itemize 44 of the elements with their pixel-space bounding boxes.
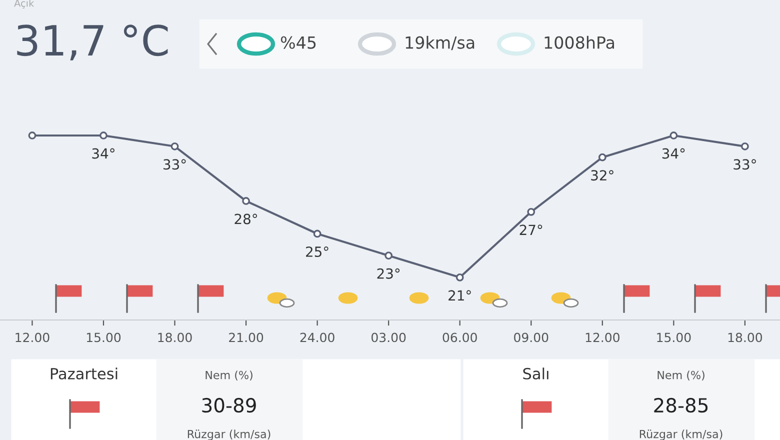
point <box>170 142 179 150</box>
text: 31,7 °C <box>17 24 168 60</box>
x-tick-label: 03.00 <box>372 332 406 342</box>
text: Salı <box>523 368 548 380</box>
point <box>384 252 393 260</box>
x-tick-label: 24.00 <box>300 332 334 342</box>
data-label: 25° <box>306 246 328 257</box>
point <box>100 132 108 140</box>
point <box>740 142 749 150</box>
x-tick-label: 15.00 <box>657 332 691 342</box>
x-tick-label: 09.00 <box>514 332 548 342</box>
text: 1008hPa <box>544 36 614 49</box>
text: Nem (%) <box>658 370 704 381</box>
text: Rüzgar (km/sa) <box>640 430 722 440</box>
point <box>313 230 322 238</box>
data-label: 34° <box>92 148 114 159</box>
x-tick-label: 18.00 <box>158 332 192 342</box>
text: Rüzgar (km/sa) <box>188 430 270 440</box>
text: Pazartesi <box>50 368 118 380</box>
data-label: 33° <box>734 159 756 170</box>
text: 30-89 <box>202 398 256 413</box>
x-tick-label: 15.00 <box>86 332 121 342</box>
text: %45 <box>280 36 316 49</box>
data-label: 32° <box>591 170 614 181</box>
data-label: 27° <box>520 224 542 235</box>
x-tick-label: 21.00 <box>229 332 264 342</box>
data-label: 21° <box>448 290 471 300</box>
text: 28-85 <box>654 398 708 413</box>
x-tick-label: 12.00 <box>586 332 620 342</box>
data-label: 28° <box>234 214 258 224</box>
x-tick-label: 18.00 <box>728 332 762 342</box>
data-label: 33° <box>164 159 186 170</box>
text: Nem (%) <box>206 370 252 381</box>
text: 19km/sa <box>406 36 474 50</box>
data-label: 34° <box>662 148 685 159</box>
x-tick-label: 12.00 <box>16 332 50 342</box>
point <box>456 273 464 282</box>
data-label: 23° <box>377 268 400 279</box>
point <box>670 132 678 140</box>
point <box>28 132 36 140</box>
point <box>598 153 606 162</box>
point <box>527 208 536 216</box>
x-tick-label: 06.00 <box>442 332 477 342</box>
point <box>242 197 250 205</box>
